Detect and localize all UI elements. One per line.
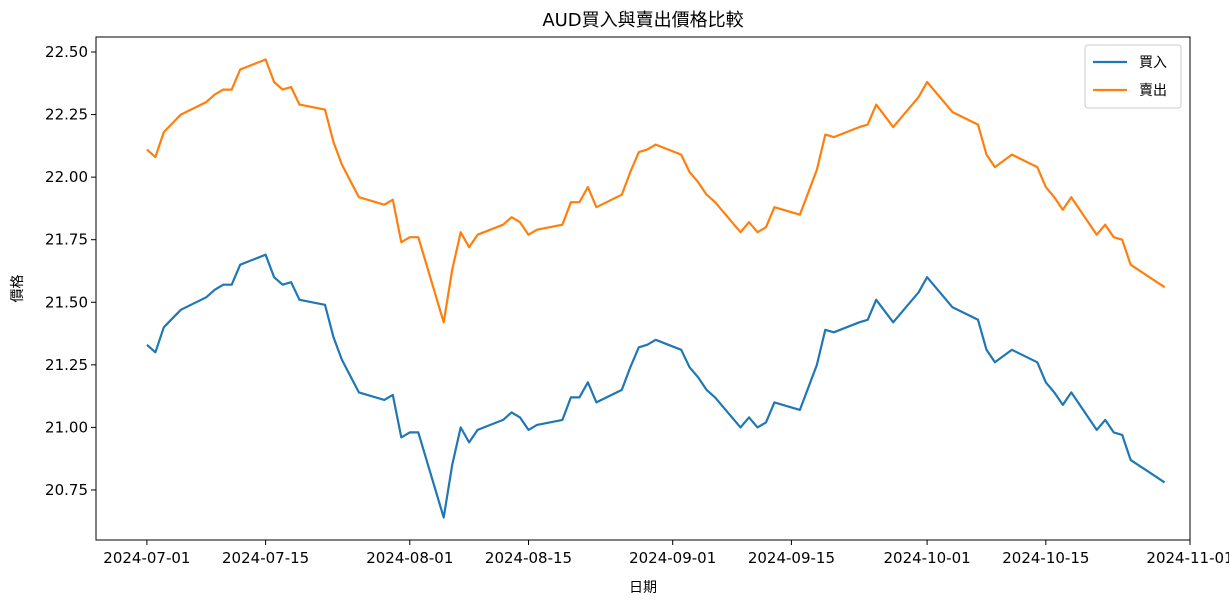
plot-area (95, 36, 1191, 541)
x-tick-label: 2024-10-01 (884, 549, 971, 567)
plot-frame (95, 36, 1191, 541)
legend-box (1084, 44, 1182, 109)
y-tick-label: 21.50 (45, 293, 88, 311)
y-axis: 20.75 21.00 21.25 21.50 21.75 22.00 22.25 22.50 (45, 43, 96, 499)
x-tick-label: 2024-09-01 (629, 549, 716, 567)
x-axis: 2024-07-01 2024-07-15 2024-08-01 2024-08-15… (103, 540, 1229, 567)
y-tick-label: 20.75 (45, 481, 88, 499)
y-tick-label: 22.00 (45, 168, 88, 186)
legend-label: 買入 (1139, 55, 1167, 71)
y-tick-label: 22.25 (45, 106, 88, 124)
x-tick-label: 2024-08-15 (485, 549, 572, 567)
x-tick-label: 2024-11-01 (1146, 549, 1229, 567)
series-layer (146, 58, 1166, 519)
y-tick-label: 22.50 (45, 43, 88, 61)
y-tick-label: 21.25 (45, 356, 88, 374)
y-tick-label: 21.00 (45, 418, 88, 436)
y-tick-label: 21.75 (45, 231, 88, 249)
legend-label: 賣出 (1139, 83, 1167, 99)
x-tick-label: 2024-09-15 (748, 549, 835, 567)
x-axis-label: 日期 (629, 580, 657, 596)
chart-title: AUD買入與賣出價格比較 (542, 10, 743, 31)
x-tick-label: 2024-07-01 (103, 549, 190, 567)
x-tick-label: 2024-10-15 (1002, 549, 1089, 567)
series-line-sell (146, 58, 1166, 324)
y-axis-label: 價格 (9, 275, 26, 303)
series-line-buy (146, 253, 1166, 519)
x-tick-label: 2024-08-01 (366, 549, 453, 567)
x-tick-label: 2024-07-15 (222, 549, 309, 567)
